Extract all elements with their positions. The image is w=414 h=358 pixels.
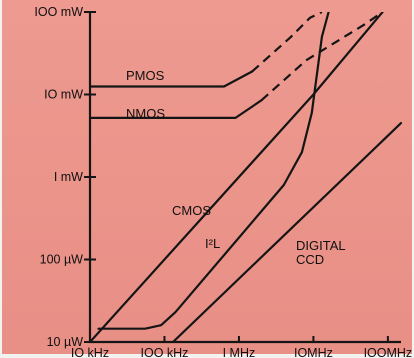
pmos-line <box>90 70 254 88</box>
x-tick-label: IOOMHz <box>364 346 413 358</box>
cmos-label: CMOS <box>172 203 211 218</box>
y-tick-label: 100 µW <box>40 253 84 267</box>
digital-ccd-label-line: DIGITAL <box>296 238 346 253</box>
i2l-line <box>97 12 330 330</box>
x-tick-label: IOO kHz <box>141 346 189 358</box>
i2l-label: I²L <box>205 236 220 251</box>
pmos-label: PMOS <box>126 68 165 83</box>
nmos-label: NMOS <box>126 106 165 121</box>
digital-ccd-line <box>171 122 403 342</box>
y-tick-label: IO mW <box>44 88 83 102</box>
y-tick-label: 10 µW <box>47 335 84 349</box>
x-tick-label: I MHz <box>223 346 256 358</box>
y-tick-label: I mW <box>54 170 83 184</box>
digital-ccd-label: DIGITAL CCD <box>296 238 346 267</box>
nmos-line <box>90 99 263 119</box>
x-tick-label: IOMHz <box>294 346 333 358</box>
cmos-line <box>90 12 384 342</box>
x-tick-label: IO kHz <box>71 346 109 358</box>
pmos-dashed-line <box>251 12 323 73</box>
nmos-dashed-line <box>260 12 384 102</box>
digital-ccd-label-line: CCD <box>296 252 324 267</box>
y-tick-label: IOO mW <box>34 5 83 19</box>
